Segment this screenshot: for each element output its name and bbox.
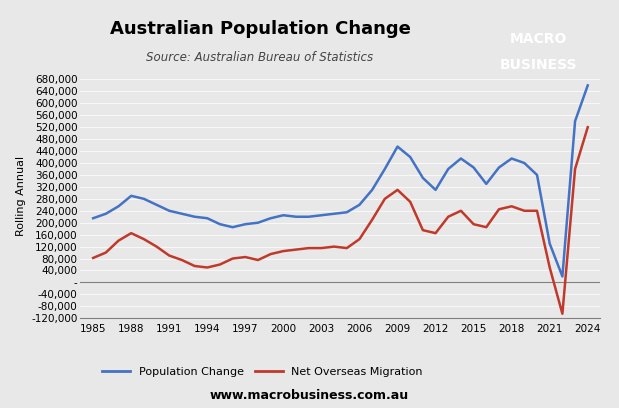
Text: MACRO: MACRO xyxy=(510,32,567,46)
Text: Source: Australian Bureau of Statistics: Source: Australian Bureau of Statistics xyxy=(147,51,373,64)
Text: www.macrobusiness.com.au: www.macrobusiness.com.au xyxy=(210,389,409,402)
Legend: Population Change, Net Overseas Migration: Population Change, Net Overseas Migratio… xyxy=(98,362,427,381)
Y-axis label: Rolling Annual: Rolling Annual xyxy=(15,156,26,236)
Text: BUSINESS: BUSINESS xyxy=(500,58,578,72)
Text: Australian Population Change: Australian Population Change xyxy=(110,20,410,38)
